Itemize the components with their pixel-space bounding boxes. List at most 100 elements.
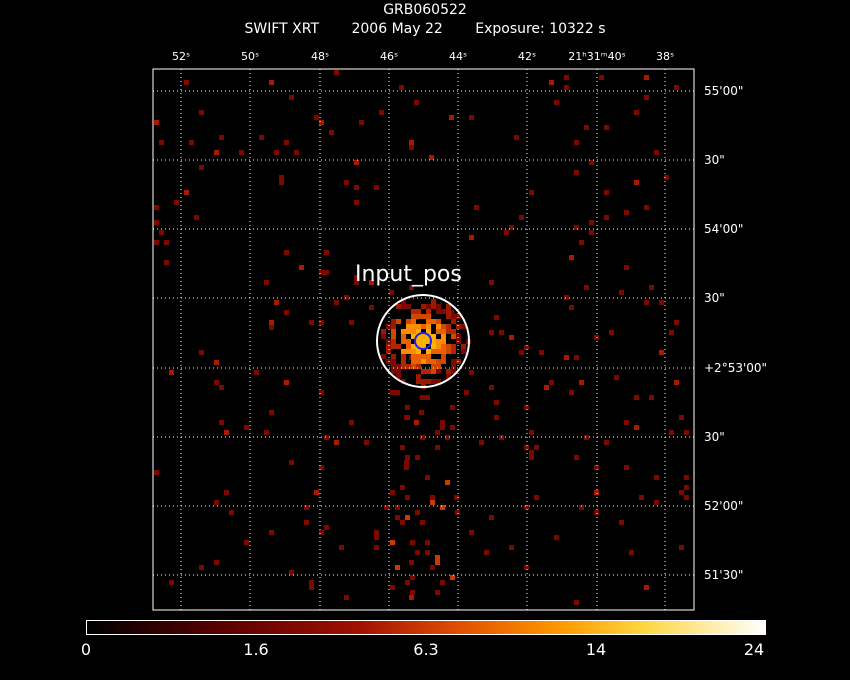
count-pixel [269,320,274,325]
count-pixel [426,379,431,384]
count-pixel [416,364,421,369]
count-pixel [456,324,461,329]
count-pixel [436,324,441,329]
dec-tick-label: 55'00" [704,84,744,98]
count-pixel [441,354,446,359]
count-pixel [431,349,436,354]
count-pixel [405,415,410,420]
count-pixel [436,359,441,364]
count-pixel [469,235,474,240]
count-pixel [426,324,431,329]
count-pixel [426,354,431,359]
count-pixel [664,175,669,180]
region-label: Input_pos [355,262,462,287]
count-pixel [431,304,436,309]
count-pixel [395,515,400,520]
count-pixel [574,170,579,175]
count-pixel [284,380,289,385]
count-pixel [396,319,401,324]
count-pixel [421,304,426,309]
count-pixel [364,440,369,445]
ra-tick-label: 42ˢ [517,50,537,63]
count-pixel [409,595,414,600]
dec-tick-label: 30" [704,153,725,167]
source-region-circle[interactable] [376,294,470,388]
count-pixel [214,500,219,505]
count-pixel [354,200,359,205]
count-pixel [390,540,395,545]
count-pixel [441,339,446,344]
count-pixel [395,565,400,570]
count-pixel [624,210,629,215]
count-pixel [391,334,396,339]
count-pixel [584,285,589,290]
count-pixel [334,70,339,75]
count-pixel [431,369,436,374]
count-pixel [579,505,584,510]
count-pixel [519,350,524,355]
count-pixel [431,334,436,339]
count-pixel [629,550,634,555]
count-pixel [451,364,456,369]
count-pixel [405,580,410,585]
count-pixel [164,240,169,245]
count-pixel [344,180,349,185]
count-pixel [414,420,419,425]
count-pixel [404,460,409,465]
count-pixel [684,495,689,500]
count-pixel [489,515,494,520]
count-pixel [659,350,664,355]
count-pixel [274,300,279,305]
image-subtitle: SWIFT XRT 2006 May 22 Exposure: 10322 s [0,21,850,37]
count-pixel [304,505,309,510]
count-pixel [619,520,624,525]
count-pixel [445,435,450,440]
count-pixel [441,329,446,334]
count-pixel [244,425,249,430]
count-pixel [319,120,324,125]
count-pixel [455,510,460,515]
count-pixel [509,225,514,230]
count-pixel [436,309,441,314]
count-pixel [169,580,174,585]
count-pixel [614,375,619,380]
count-pixel [435,430,440,435]
count-pixel [404,465,409,470]
count-pixel [446,329,451,334]
count-pixel [405,515,410,520]
count-pixel [549,380,554,385]
count-pixel [391,329,396,334]
count-pixel [524,445,529,450]
count-pixel [524,565,529,570]
count-pixel [529,430,534,435]
count-pixel [604,440,609,445]
count-pixel [454,495,459,500]
count-pixel [431,319,436,324]
count-pixel [239,150,244,155]
count-pixel [154,120,159,125]
count-pixel [431,299,436,304]
count-pixel [446,369,451,374]
count-pixel [319,465,324,470]
count-pixel [401,299,406,304]
image-title: GRB060522 [383,2,467,18]
count-pixel [446,314,451,319]
count-pixel [391,364,396,369]
count-pixel [449,115,454,120]
count-pixel [169,370,174,375]
count-pixel [401,359,406,364]
count-pixel [426,359,431,364]
count-pixel [411,359,416,364]
count-pixel [489,385,494,390]
count-pixel [381,334,386,339]
count-pixel [446,374,451,379]
count-pixel [409,560,414,565]
count-pixel [425,540,430,545]
count-pixel [411,314,416,319]
count-pixel [309,585,314,590]
count-pixel [390,585,395,590]
count-pixel [421,324,426,329]
count-pixel [401,349,406,354]
position-circle[interactable] [414,332,432,350]
count-pixel [406,349,411,354]
